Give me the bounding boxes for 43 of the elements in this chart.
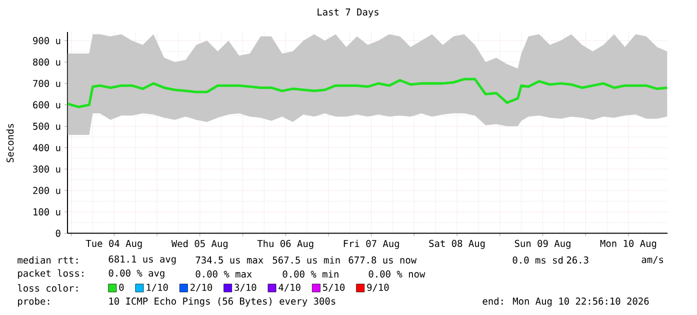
text: 26.3 (566, 256, 588, 264)
legend-label: 2/10 (190, 284, 212, 292)
y-axis-title: Seconds (6, 124, 14, 162)
text: 0.00 % min (282, 270, 338, 278)
text: probe: (18, 297, 50, 307)
text: 0.0 ms sd (512, 256, 563, 264)
x-tick-label: Sun 09 Aug (514, 240, 570, 249)
y-tick-label: 900 u (33, 37, 60, 44)
text: 0.00 % avg (108, 269, 164, 279)
text: 567.5 us min (272, 256, 340, 264)
text: am/s (642, 256, 664, 264)
text: 681.1 us avg (108, 255, 176, 265)
text: 0.00 % max (196, 270, 252, 278)
legend-label: 3/10 (234, 284, 256, 292)
legend-label: 0 (119, 284, 124, 291)
legend-label: 1/10 (146, 284, 168, 292)
chart-title: Last 7 Days (318, 8, 378, 18)
text: 734.5 us max (196, 256, 264, 264)
x-tick-label: Sat 08 Aug (429, 240, 485, 249)
y-tick-label: 100 u (34, 208, 60, 216)
y-tick-label: 700 u (33, 80, 60, 88)
legend-label: 5/10 (323, 284, 345, 292)
y-tick-label: 500 u (33, 122, 60, 130)
text: 0.00 % now (368, 270, 426, 278)
x-tick-label: Thu 06 Aug (257, 240, 314, 250)
y-tick-label: 300 u (33, 165, 60, 173)
legend-label: 4/10 (278, 284, 300, 292)
text: packet loss: (18, 269, 84, 279)
y-tick-label: 0 (56, 230, 60, 237)
y-tick-label: 800 u (33, 58, 60, 66)
x-tick-label: Wed 05 Aug (171, 240, 228, 250)
legend-title: loss color: (18, 284, 78, 292)
text: median rtt: (18, 256, 78, 264)
y-tick-label: 400 u (32, 144, 60, 152)
text: 677.8 us now (348, 256, 417, 264)
y-tick-label: 600 u (33, 101, 60, 108)
y-tick-label: 200 u (33, 186, 60, 194)
x-tick-label: Fri 07 Aug (344, 240, 399, 250)
x-tick-label: Mon 10 Aug (600, 240, 656, 249)
legend-label: 9/10 (367, 284, 389, 292)
text: end: Mon Aug 10 22:56:10 2026 (482, 297, 649, 307)
text: 10 ICMP Echo Pings (56 Bytes) every 300s (109, 297, 336, 307)
x-tick-label: Tue 04 Aug (86, 240, 142, 249)
